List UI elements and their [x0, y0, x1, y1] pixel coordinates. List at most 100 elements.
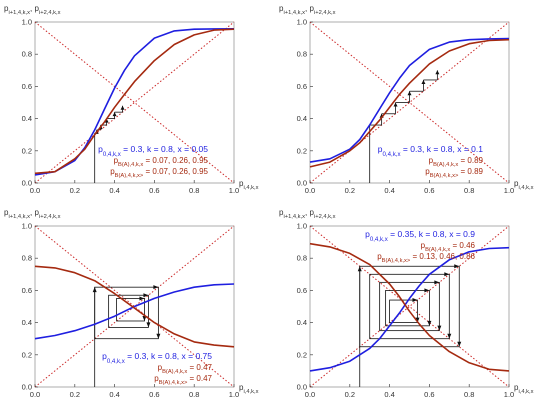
- cobweb-arrow: [412, 298, 418, 303]
- identity-diagonal: [309, 225, 510, 388]
- x-tick-label: 0.2: [70, 186, 80, 195]
- y-tick-label: 0.2: [297, 350, 307, 359]
- x-tick-label: 0.4: [384, 390, 394, 399]
- plot-frame: [309, 21, 510, 184]
- series-line-blue: [309, 246, 510, 372]
- x-axis-label: pi,4,k,x​: [239, 179, 259, 191]
- y-axis-label: pi+1,4,k,x​, pi+2,4,k,x​: [279, 4, 336, 16]
- cobweb-arrow: [393, 102, 398, 107]
- identity-diagonal: [34, 21, 235, 184]
- series-line-red: [309, 38, 510, 168]
- x-tick-label: 0.2: [345, 186, 355, 195]
- anti-diagonal: [309, 225, 510, 388]
- plot-frame: [309, 225, 510, 388]
- y-tick-label: 0.4: [22, 318, 32, 327]
- annotation-3: pB(A),4,k,x>​ = 0.47: [154, 374, 212, 386]
- y-axis-label: pi+1,4,k,x​, pi+2,4,k,x​: [4, 208, 61, 220]
- y-tick-label: 1.0: [22, 18, 32, 27]
- anti-diagonal: [34, 225, 235, 388]
- y-tick-label: 0.0: [297, 179, 307, 188]
- x-tick-label: 0.2: [70, 390, 80, 399]
- y-tick-label: 0.2: [22, 146, 32, 155]
- x-tick-label: 0.8: [464, 186, 474, 195]
- cobweb-arrow: [143, 293, 149, 298]
- cobweb-box: [94, 286, 159, 340]
- annotation-2: pB(A),4,k,x​ = 0.89: [429, 156, 484, 168]
- cobweb-arrow: [112, 112, 117, 117]
- anti-diagonal: [34, 21, 235, 184]
- cobweb-box: [369, 273, 450, 340]
- y-tick-label: 0.4: [297, 114, 307, 123]
- chart-panel-4: 0.0 0.2 0.4 0.6 0.8 1.0 0.0 0.2 0.4 0.6 0.8 1.0 pi+1…: [279, 208, 534, 399]
- cobweb-arrow: [142, 315, 147, 321]
- cobweb-arrow: [444, 272, 450, 277]
- y-axis-label: pi+1,4,k,x​, pi+2,4,k,x​: [4, 4, 61, 16]
- cobweb-arrow: [421, 79, 426, 84]
- cobweb-arrow: [457, 341, 462, 347]
- y-tick-label: 0.8: [297, 254, 307, 263]
- y-tick-label: 1.0: [297, 18, 307, 27]
- y-tick-label: 0.0: [22, 383, 32, 392]
- annotation-2: pB(A),4,k,x​ = 0.47: [158, 363, 213, 375]
- x-tick-label: 0.4: [109, 390, 119, 399]
- cobweb-arrow: [437, 325, 442, 331]
- y-tick-label: 0.2: [297, 146, 307, 155]
- x-axis-label: pi,4,k,x​: [514, 179, 534, 191]
- series-line-red: [34, 28, 235, 175]
- x-tick-label: 0.8: [464, 390, 474, 399]
- series-line-red: [34, 265, 235, 348]
- annotation-2: pB(A),4,k,x​ = 0.46: [421, 241, 476, 253]
- anti-diagonal: [309, 21, 510, 184]
- y-tick-label: 0.0: [22, 179, 32, 188]
- y-tick-label: 0.4: [297, 318, 307, 327]
- cobweb-box: [385, 290, 430, 327]
- x-tick-label: 0.6: [149, 186, 159, 195]
- x-tick-label: 0.0: [305, 390, 315, 399]
- x-axis-label: pi,4,k,x​: [239, 383, 259, 395]
- y-tick-label: 0.6: [297, 286, 307, 295]
- cobweb-arrow: [454, 264, 460, 269]
- chart-panel-3: 0.0 0.2 0.4 0.6 0.8 1.0 0.0 0.2 0.4 0.6 0.8 1.0 pi+1…: [4, 208, 259, 399]
- cobweb-box: [379, 281, 440, 332]
- y-axis-label: pi+1,4,k,x​, pi+2,4,k,x​: [279, 208, 336, 220]
- x-tick-label: 0.0: [30, 186, 40, 195]
- cobweb-group: [92, 285, 161, 387]
- y-tick-label: 0.2: [22, 350, 32, 359]
- annotation-2: pB(A),4,k,x​ = 0.07, 0.26, 0.95: [114, 156, 209, 168]
- y-tick-label: 0.6: [297, 82, 307, 91]
- cobweb-group: [369, 70, 440, 183]
- x-tick-label: 0.6: [149, 390, 159, 399]
- annotation-3: pB(A),4,k,x>​ = 0.13, 0.46, 0.86: [377, 252, 475, 264]
- annotation-1: p0,4,k,x​ = 0.35, k = 0.8, x = 0.9: [365, 229, 475, 243]
- cobweb-arrow: [407, 91, 412, 96]
- cobweb-box: [389, 299, 418, 323]
- cobweb-arrow: [434, 280, 440, 285]
- y-tick-label: 0.8: [22, 50, 32, 59]
- cobweb-arrow: [424, 288, 430, 293]
- series-line-red: [309, 242, 510, 372]
- cobweb-arrow: [146, 322, 151, 328]
- chart-panel-2: 0.0 0.2 0.4 0.6 0.8 1.0 0.0 0.2 0.4 0.6 0.8 1.0 pi+1…: [279, 4, 534, 195]
- x-tick-label: 1.0: [504, 390, 514, 399]
- y-tick-label: 0.6: [22, 82, 32, 91]
- cobweb-arrow: [120, 105, 125, 110]
- annotation-1: p0,4,k,x​ = 0.3, k = 0.8, x = 0.75: [102, 351, 212, 365]
- x-axis-label: pi,4,k,x​: [514, 383, 534, 395]
- x-tick-label: 1.0: [229, 186, 239, 195]
- y-tick-label: 0.4: [22, 114, 32, 123]
- x-tick-label: 0.2: [345, 390, 355, 399]
- x-tick-label: 0.6: [424, 390, 434, 399]
- x-tick-label: 1.0: [229, 390, 239, 399]
- cobweb-arrow: [447, 333, 452, 339]
- annotation-1: p0,4,k,x​ = 0.3, k = 0.8, x = 0.1: [378, 144, 483, 158]
- x-tick-label: 0.0: [30, 390, 40, 399]
- cobweb-arrow: [153, 285, 159, 290]
- cobweb-arrow: [139, 296, 145, 301]
- identity-diagonal: [309, 21, 510, 184]
- annotation-3: pB(A),4,k,x>​ = 0.89: [425, 167, 483, 179]
- plot-frame: [34, 225, 235, 388]
- cobweb-arrow: [427, 320, 432, 326]
- series-line-blue: [34, 28, 235, 176]
- y-tick-label: 0.0: [297, 383, 307, 392]
